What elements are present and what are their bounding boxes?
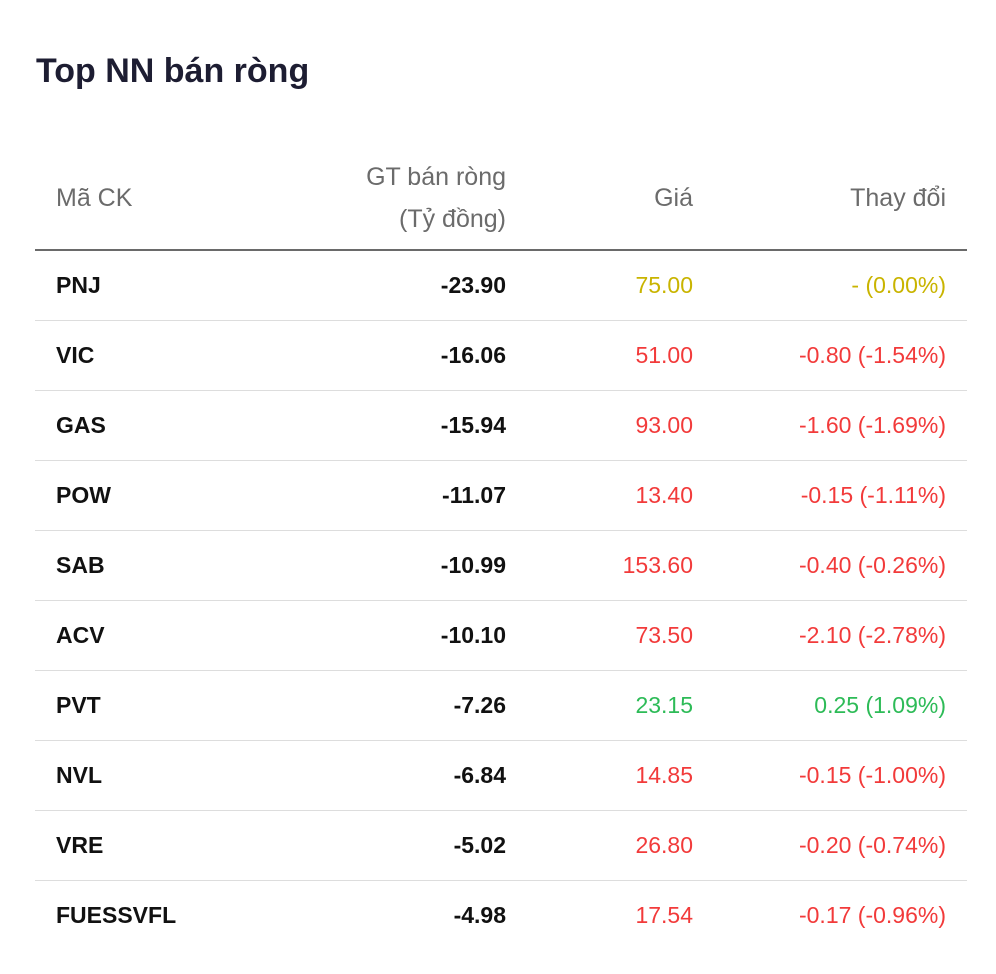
header-net-sell[interactable]: GT bán ròng (Tỷ đồng) [265,146,527,251]
change-cell: -0.80 (-1.54%) [714,320,967,391]
table-row[interactable]: PNJ -23.90 75.00 - (0.00%) [35,250,967,321]
change-cell: -2.10 (-2.78%) [714,600,967,671]
change-cell: -0.40 (-0.26%) [714,530,967,601]
panel-title: Top NN bán ròng [36,52,310,90]
change-cell: 0.25 (1.09%) [714,670,967,741]
table-row[interactable]: GAS -15.94 93.00 -1.60 (-1.69%) [35,390,967,461]
table-row[interactable]: SAB -10.99 153.60 -0.40 (-0.26%) [35,530,967,601]
net-sell-table: Mã CK GT bán ròng (Tỷ đồng) Giá Thay đổi… [35,146,967,950]
net-sell-cell: -5.02 [265,810,527,881]
price-cell: 153.60 [527,530,714,601]
header-symbol[interactable]: Mã CK [35,146,265,251]
header-change[interactable]: Thay đổi [714,146,967,251]
price-cell: 23.15 [527,670,714,741]
net-sell-cell: -16.06 [265,320,527,391]
symbol-cell[interactable]: VRE [35,810,265,881]
change-cell: -0.15 (-1.00%) [714,740,967,811]
symbol-cell[interactable]: PNJ [35,250,265,321]
net-sell-cell: -7.26 [265,670,527,741]
price-cell: 75.00 [527,250,714,321]
table-row[interactable]: POW -11.07 13.40 -0.15 (-1.11%) [35,460,967,531]
net-sell-cell: -23.90 [265,250,527,321]
price-cell: 14.85 [527,740,714,811]
table-row[interactable]: FUESSVFL -4.98 17.54 -0.17 (-0.96%) [35,881,967,951]
price-cell: 93.00 [527,390,714,461]
net-sell-cell: -10.99 [265,530,527,601]
symbol-cell[interactable]: POW [35,460,265,531]
symbol-cell[interactable]: NVL [35,740,265,811]
net-sell-cell: -11.07 [265,460,527,531]
table-row[interactable]: NVL -6.84 14.85 -0.15 (-1.00%) [35,740,967,811]
change-cell: -0.15 (-1.11%) [714,460,967,531]
change-cell: -0.17 (-0.96%) [798,902,946,928]
net-sell-cell: -6.84 [265,740,527,811]
header-net-sell-line2: (Tỷ đồng) [399,204,506,233]
header-row: Mã CK GT bán ròng (Tỷ đồng) Giá Thay đổi [35,146,967,251]
table-row[interactable]: VRE -5.02 26.80 -0.20 (-0.74%) [35,810,967,881]
change-cell: -0.20 (-0.74%) [714,810,967,881]
symbol-cell[interactable]: VIC [35,320,265,391]
price-cell: 13.40 [527,460,714,531]
header-price[interactable]: Giá [527,146,714,251]
header-net-sell-line1: GT bán ròng [366,162,506,191]
table-row[interactable]: PVT -7.26 23.15 0.25 (1.09%) [35,670,967,741]
table-row[interactable]: VIC -16.06 51.00 -0.80 (-1.54%) [35,320,967,391]
symbol-cell[interactable]: ACV [35,600,265,671]
net-sell-cell: -4.98 [453,902,506,928]
net-sell-cell: -15.94 [265,390,527,461]
table-body: PNJ -23.90 75.00 - (0.00%) VIC -16.06 51… [35,250,967,950]
table-header: Mã CK GT bán ròng (Tỷ đồng) Giá Thay đổi [35,146,967,251]
change-cell: - (0.00%) [714,250,967,321]
net-sell-cell: -10.10 [265,600,527,671]
price-cell: 17.54 [635,902,693,928]
price-cell: 26.80 [527,810,714,881]
price-cell: 73.50 [527,600,714,671]
table-row[interactable]: ACV -10.10 73.50 -2.10 (-2.78%) [35,600,967,671]
symbol-cell[interactable]: GAS [35,390,265,461]
symbol-cell[interactable]: PVT [35,670,265,741]
symbol-cell[interactable]: SAB [35,530,265,601]
price-cell: 51.00 [527,320,714,391]
symbol-cell[interactable]: FUESSVFL [56,902,177,928]
change-cell: -1.60 (-1.69%) [714,390,967,461]
